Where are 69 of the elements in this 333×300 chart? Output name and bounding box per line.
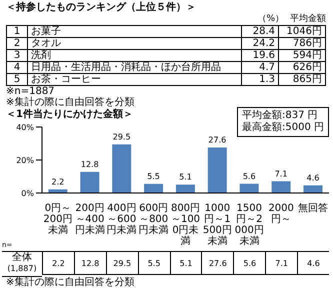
text: ※集計の際に自由回答を分類 (6, 97, 136, 108)
bar (240, 184, 259, 193)
text: お茶・コーヒー (28, 74, 242, 86)
text: 全体 (11, 252, 33, 263)
text: 1.3 (242, 74, 278, 86)
x-tick-label: 800円～1000円未満 (170, 203, 200, 247)
text: 12.8 (74, 251, 106, 275)
info-box: 平均金額:837 円 最高金額:5000 円 (237, 107, 329, 137)
data-label: 5.6 (242, 172, 256, 181)
y-tick-label: 20% (16, 156, 34, 165)
bar (112, 144, 132, 193)
text: 4.6 (297, 251, 329, 275)
text: 24.2 (242, 38, 278, 50)
bar (208, 147, 227, 193)
text: 786円 (278, 38, 326, 50)
data-label: 4.6 (306, 173, 320, 182)
bar (303, 185, 322, 193)
x-tick-label: 1500円～2000円未満 (234, 203, 264, 247)
text: 1 (6, 26, 28, 38)
text: 2 (6, 38, 28, 50)
chart-title: ＜1件当たりにかけた金額＞ (6, 109, 133, 120)
text: 5.6 (233, 251, 266, 275)
bar (80, 172, 100, 193)
x-tick-label: 0円～200円未満 (43, 203, 72, 236)
data-label: 5.5 (147, 172, 160, 181)
x-tick-label: 200円～400円未満 (74, 203, 105, 236)
text: 27.6 (201, 251, 234, 275)
text: 7.1 (265, 251, 298, 275)
annotation: 最高金額:5000 円 (242, 122, 324, 134)
y-tick-label: 40% (16, 122, 34, 132)
text: 28.4 (242, 26, 278, 38)
x-tick-label: 無回答 (298, 202, 328, 214)
text: (1,887) (6, 263, 38, 274)
data-label: 12.8 (80, 160, 99, 169)
text: 594円 (278, 50, 326, 62)
text: ＜持参したものランキング（上位５件）＞ (6, 2, 197, 14)
text: ※集計の際に自由回答を分類 (5, 277, 136, 289)
text: 4.7 (242, 62, 278, 74)
bar (272, 181, 291, 193)
text: 29.5 (106, 251, 138, 275)
x-tick-label: 1000円～1500円未満 (202, 203, 232, 247)
text: 5 (6, 74, 28, 86)
y-tick-label: 0% (21, 188, 34, 198)
text: 865円 (278, 74, 326, 86)
text: 平均金額 (290, 14, 326, 25)
data-label: 5.1 (179, 172, 192, 182)
data-label: 29.5 (112, 132, 131, 142)
text: 626円 (278, 62, 326, 74)
text: 4 (6, 62, 28, 74)
data-label: 7.1 (274, 169, 288, 178)
text: 日用品・生活用品・消耗品・ほか台所用品 (28, 62, 242, 74)
bar (144, 184, 164, 193)
text: ※n=1887 (6, 86, 56, 97)
x-tick-label: 2000円～ (268, 203, 294, 225)
x-tick-label: 400円～600円未満 (106, 203, 137, 236)
bar (176, 184, 195, 193)
data-label: 27.6 (208, 135, 226, 144)
text: お菓子 (28, 26, 242, 38)
text: 2.2 (42, 251, 74, 275)
text: 5.1 (170, 251, 202, 275)
text: （%） (257, 14, 284, 25)
text: 3 (6, 50, 28, 62)
text: 19.6 (242, 50, 278, 62)
x-tick-label: 600円～800円未満 (138, 203, 169, 236)
text: 5.5 (138, 251, 170, 275)
data-label: 2.2 (52, 177, 64, 186)
text: 洗剤 (28, 50, 242, 62)
text: タオル (28, 38, 242, 50)
text: 1046円 (278, 26, 326, 38)
